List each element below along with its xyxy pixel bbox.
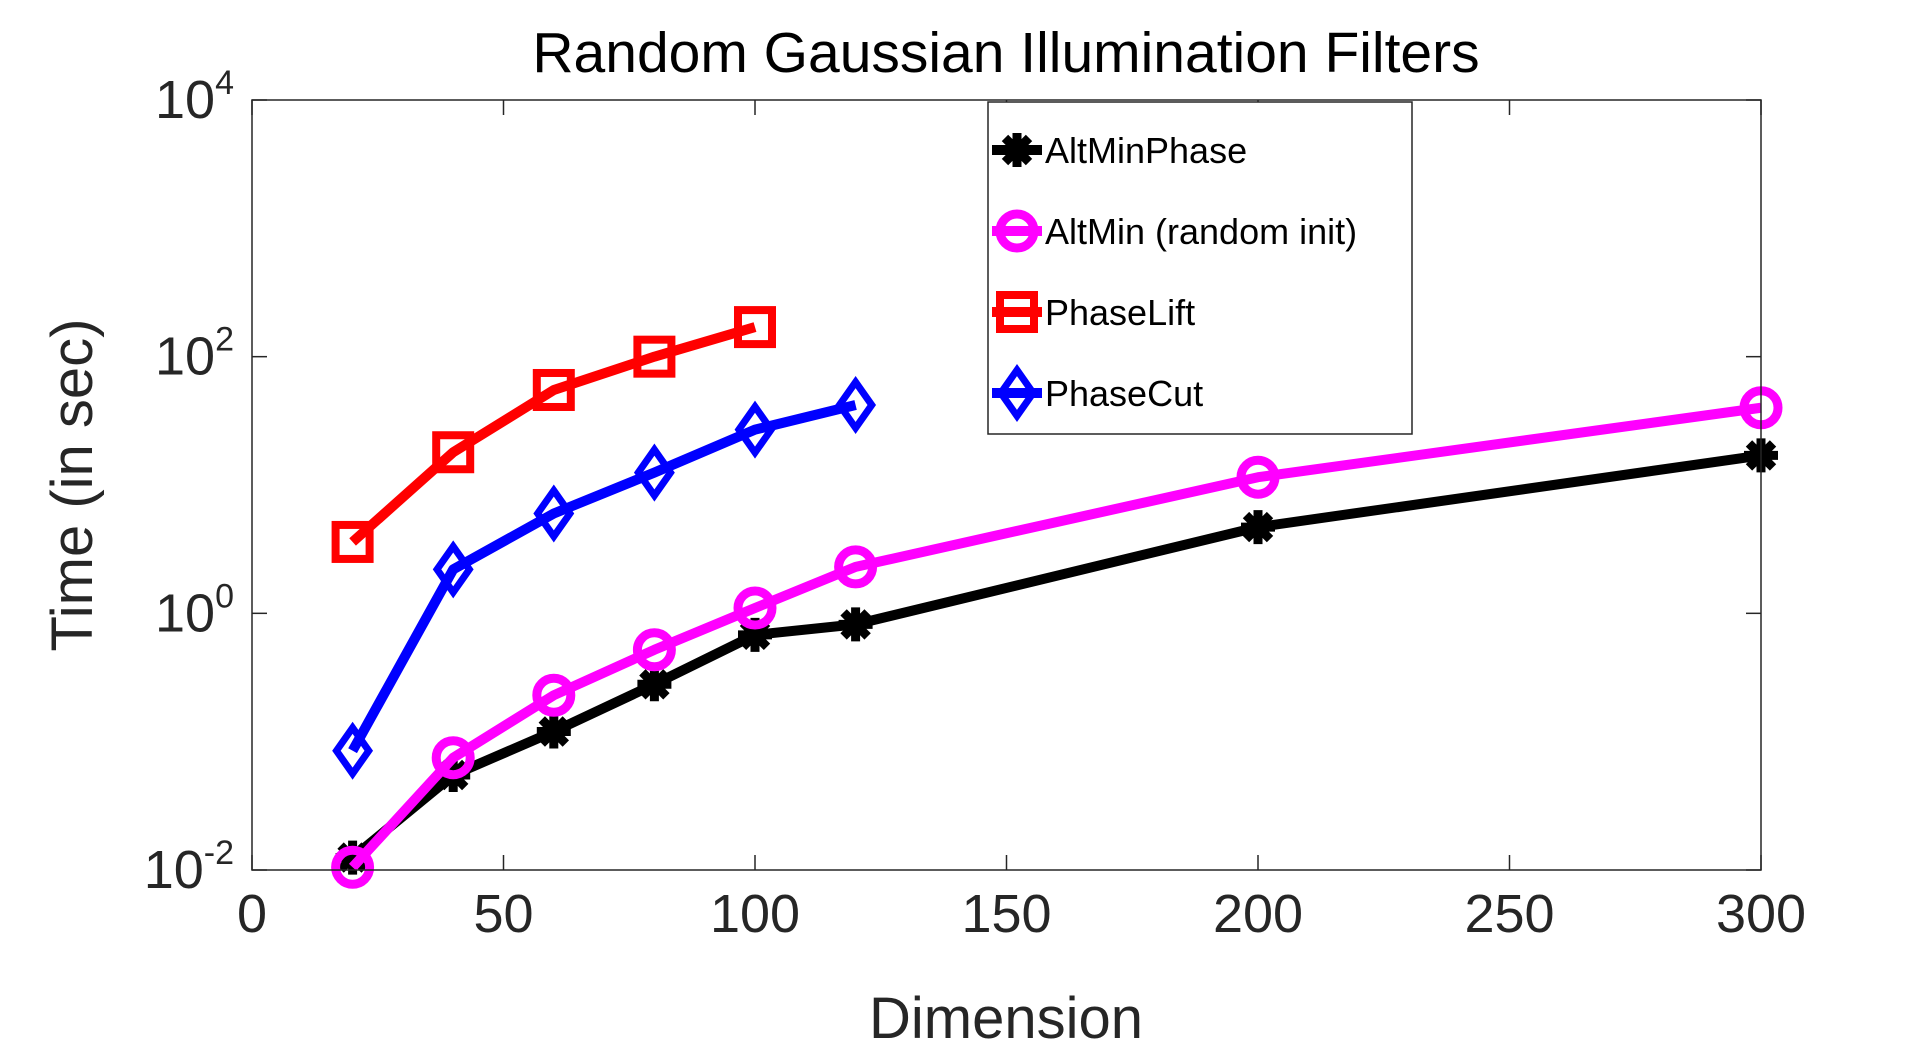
series-phasecut: [332, 375, 877, 780]
data-point-altmin-random-init: [431, 736, 475, 780]
x-tick-label: 100: [710, 884, 800, 944]
data-point-altminphase: [335, 840, 370, 875]
data-point-phasecut: [734, 400, 776, 459]
data-point-phasecut: [835, 375, 877, 435]
legend-label: PhaseCut: [1045, 373, 1203, 414]
legend-marker-phaselift: [996, 291, 1038, 333]
data-point-altmin-random-init: [1236, 455, 1280, 499]
y-tick-label: 10-2: [144, 834, 234, 900]
data-point-phaselift: [532, 368, 575, 411]
data-point-altmin-random-init: [834, 545, 878, 589]
y-tick-label: 104: [155, 64, 234, 130]
data-point-altmin-random-init: [733, 586, 777, 630]
x-tick-label: 300: [1716, 884, 1806, 944]
data-point-phaselift: [734, 306, 776, 349]
chart-title: Random Gaussian Illumination Filters: [532, 21, 1479, 85]
series-line-phaselift: [349, 322, 757, 546]
data-point-phaselift: [432, 431, 475, 474]
legend-marker-altminphase: [1000, 133, 1034, 167]
legend-box: [987, 101, 1413, 435]
y-tick-label: 102: [155, 321, 234, 387]
data-point-phasecut: [533, 484, 575, 543]
data-point-altminphase: [1241, 510, 1275, 545]
y-tick-label: 100: [155, 577, 234, 643]
legend-marker-phasecut: [996, 363, 1038, 423]
data-point-altmin-random-init: [532, 673, 576, 717]
legend-label: PhaseLift: [1045, 292, 1195, 333]
series-phaselift: [331, 306, 776, 563]
data-point-altmin-random-init: [331, 845, 375, 889]
data-point-altminphase: [536, 714, 571, 749]
plot-content: [331, 306, 1783, 889]
legend-marker-altmin-random-init: [995, 209, 1039, 253]
data-point-phasecut: [332, 721, 374, 780]
x-tick-label: 200: [1213, 884, 1303, 944]
x-tick-label: 50: [473, 884, 533, 944]
data-point-altminphase: [637, 667, 672, 702]
data-point-phaselift: [633, 335, 676, 378]
legend: AltMinPhase AltMin (random init) PhaseLift…: [987, 101, 1413, 435]
data-point-phaselift: [331, 520, 374, 563]
data-point-altminphase: [838, 607, 873, 642]
x-tick-label: 250: [1464, 884, 1554, 944]
data-point-altmin-random-init: [632, 628, 676, 672]
x-axis-label: Dimension: [869, 986, 1143, 1042]
legend-label: AltMinPhase: [1045, 130, 1247, 171]
y-axis-label: Time (in sec): [40, 319, 105, 652]
axis-ticks: 0 50 100 150 200 250 300 10-2 100 102 104: [144, 64, 1806, 944]
x-tick-label: 150: [961, 884, 1051, 944]
data-point-altminphase: [738, 617, 772, 652]
data-point-phasecut: [633, 443, 675, 502]
x-tick-label: 0: [237, 884, 267, 944]
data-point-phasecut: [432, 540, 474, 599]
legend-label: AltMin (random init): [1045, 211, 1357, 252]
